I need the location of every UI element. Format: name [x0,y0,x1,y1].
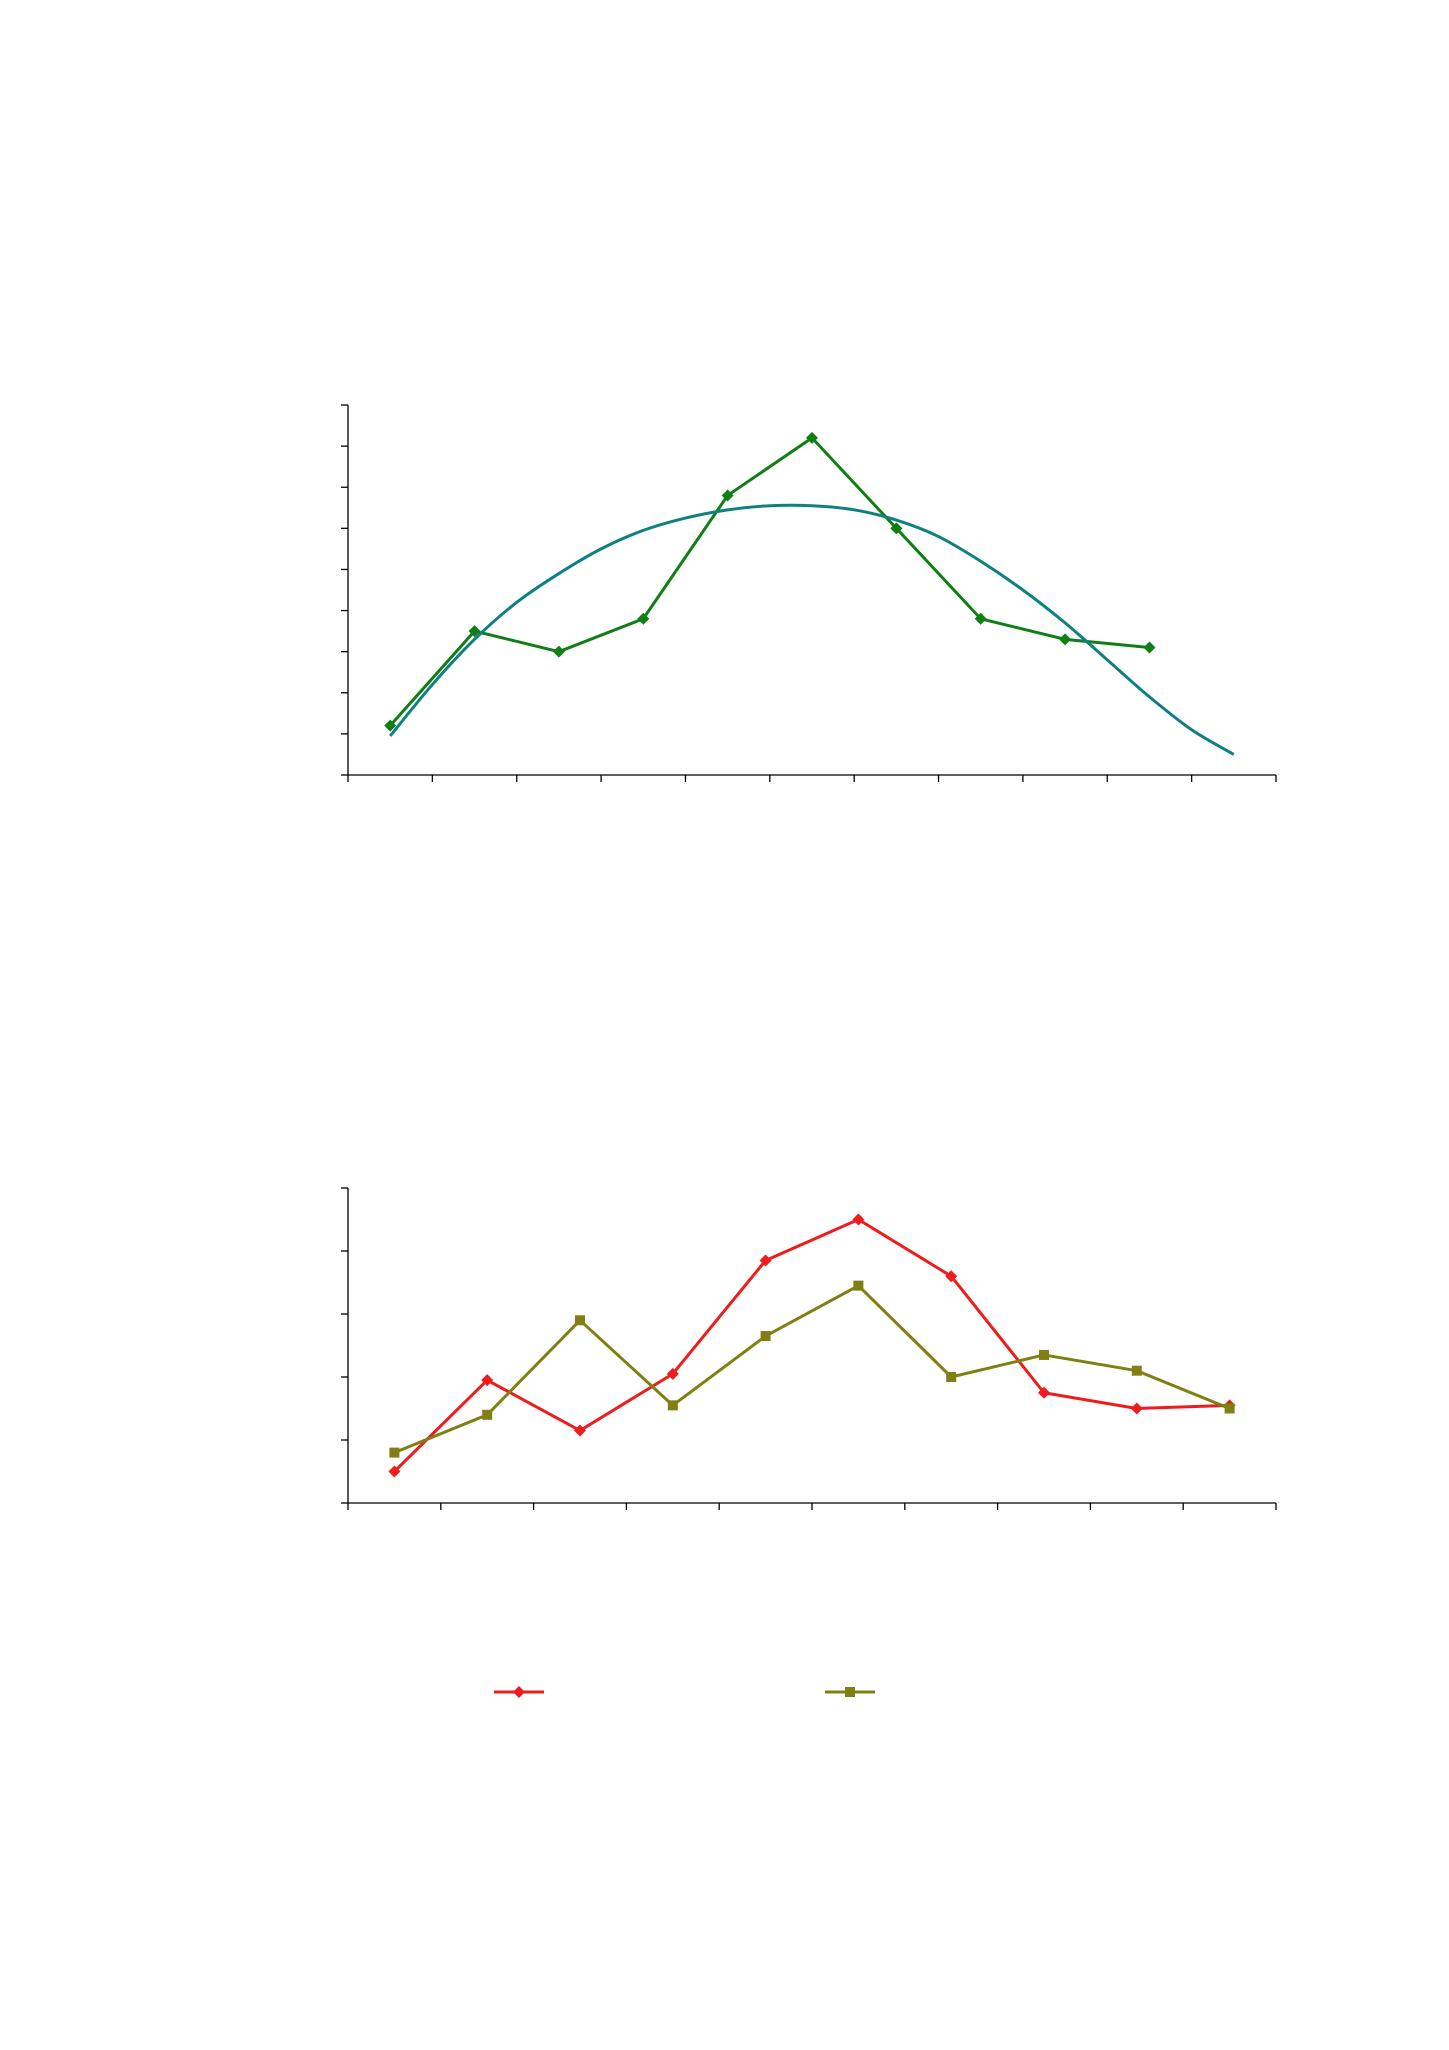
chart-1-series-1-point [890,522,903,535]
chart-2-series-1-point [388,1465,401,1478]
chart-2-series-2-point [1224,1403,1235,1414]
chart-1-series-2-line [389,503,1235,756]
chart-2-series-1-line [393,1218,1230,1473]
chart-1-series-1-point [468,625,481,638]
chart-2-series-2-point [946,1372,957,1382]
top-line-chart [0,380,1449,800]
chart-2-series-2-point [1039,1349,1049,1360]
bottom-line-chart [0,1170,1449,1530]
chart-2-series-2-point [575,1315,585,1326]
chart-2-series-1-point [1130,1402,1143,1415]
chart-2-series-2-point [482,1409,493,1420]
chart-1-series-1-point [974,612,987,625]
chart-1-series-1-point [1059,633,1072,646]
chart-2-series-1-point [759,1254,772,1267]
top-line-chart-svg [341,404,1277,782]
bottom-chart-legend [480,1680,940,1704]
chart-2-series-2-point [667,1400,678,1411]
chart-2-series-1-point [574,1424,586,1437]
chart-1-series-1-point [806,431,818,444]
chart-1-series-1-point [384,719,397,732]
chart-2-series-1-point [481,1374,494,1387]
chart-2-series-2-line [393,1284,1231,1454]
legend-series-1-marker [513,1686,525,1698]
chart-2-series-1-point [945,1270,958,1283]
chart-1-series-1-point [1143,641,1156,654]
chart-2-series-1-point [1038,1386,1050,1399]
legend-series-2-marker [845,1687,855,1697]
chart-1-series-1-line [389,436,1150,727]
chart-1-series-1-point [552,645,565,658]
chart-2-series-2-point [853,1280,864,1291]
chart-2-series-2-point [389,1447,400,1458]
chart-1-series-1-point [721,489,734,502]
chart-2-series-2-point [1131,1365,1142,1376]
chart-2-series-1-point [666,1367,679,1380]
bottom-line-chart-svg [341,1187,1277,1510]
chart-2-series-2-point [760,1331,771,1342]
chart-2-series-1-point [852,1213,865,1226]
legend-svg [494,1686,875,1698]
chart-1-series-1-point [637,612,650,625]
